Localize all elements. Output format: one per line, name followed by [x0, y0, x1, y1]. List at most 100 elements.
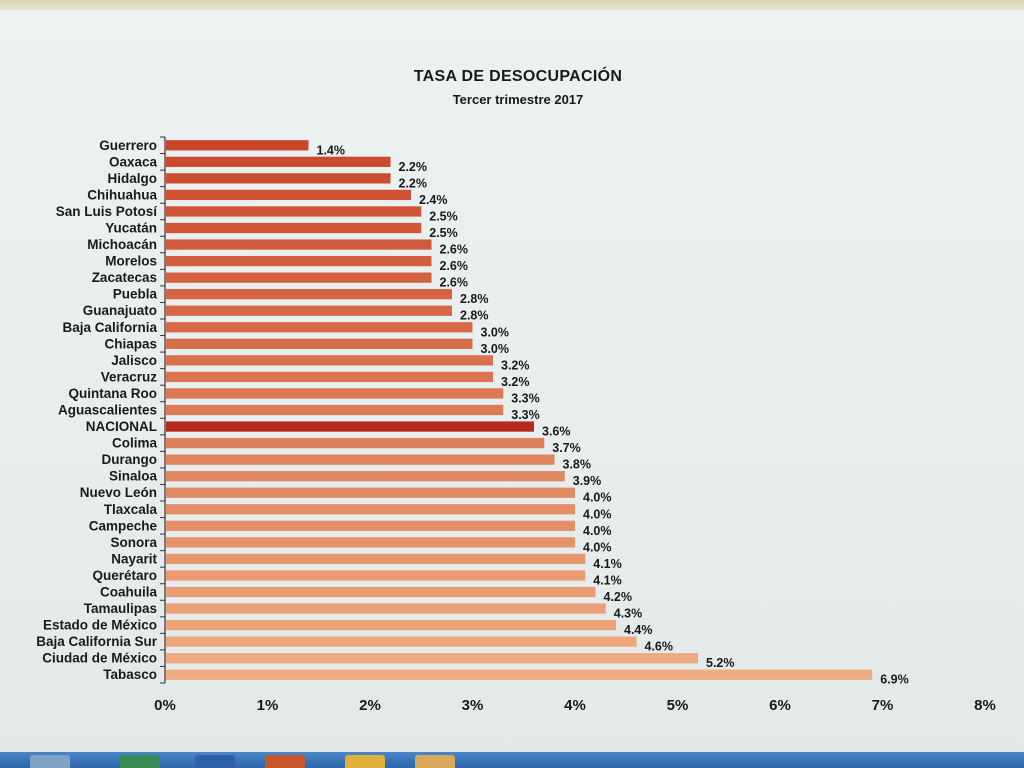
category-label: Tabasco [103, 667, 157, 682]
category-label: Querétaro [92, 568, 157, 583]
bar-querétaro [166, 570, 586, 581]
data-label: 3.9% [573, 474, 602, 488]
word-icon[interactable] [195, 755, 235, 768]
data-label: 4.0% [583, 491, 612, 505]
browser-icon[interactable] [345, 755, 385, 768]
x-tick-label: 6% [769, 697, 791, 714]
category-label: Durango [102, 452, 158, 467]
x-tick-label: 0% [154, 697, 176, 714]
bar-aguascalientes [166, 404, 504, 416]
bar-nuevo-león [166, 487, 575, 498]
data-label: 2.6% [440, 243, 469, 257]
x-tick-label: 4% [564, 697, 586, 714]
data-label: 2.2% [399, 176, 428, 190]
bar-colima [166, 437, 545, 449]
category-label: Nayarit [111, 551, 157, 566]
data-label: 1.4% [317, 143, 346, 157]
data-label: 3.0% [481, 342, 510, 356]
x-tick-label: 1% [257, 697, 279, 714]
data-label: 3.3% [511, 408, 540, 422]
chart-subtitle: Tercer trimestre 2017 [452, 92, 584, 107]
x-tick-label: 2% [359, 697, 381, 714]
data-label: 2.5% [429, 209, 458, 223]
bar-veracruz [166, 371, 493, 383]
category-label: Ciudad de México [42, 651, 157, 666]
app-icon[interactable] [415, 755, 455, 768]
category-label: Quintana Roo [69, 386, 158, 401]
data-label: 4.3% [614, 607, 643, 621]
bar-hidalgo [166, 173, 391, 184]
data-label: 4.0% [583, 507, 612, 521]
category-label: Tlaxcala [104, 502, 158, 517]
category-label: Estado de México [43, 618, 157, 633]
x-tick-label: 8% [974, 697, 996, 714]
bar-puebla [166, 289, 452, 300]
bar-tlaxcala [166, 504, 575, 515]
bar-san-luis-potosí [166, 206, 422, 217]
x-tick-label: 7% [872, 697, 894, 714]
category-label: Chiapas [104, 336, 157, 351]
category-label: Tamaulipas [84, 601, 157, 616]
excel-icon[interactable] [120, 755, 160, 768]
category-label: NACIONAL [86, 419, 157, 434]
category-label: Guerrero [99, 138, 157, 153]
category-label: Nuevo León [80, 485, 157, 500]
bar-jalisco [166, 355, 493, 366]
category-label: Baja California Sur [36, 634, 158, 649]
data-label: 2.8% [460, 292, 489, 306]
chart-title: TASA DE DESOCUPACIÓN [413, 68, 623, 85]
data-label: 4.2% [604, 590, 633, 604]
category-label: Campeche [89, 518, 158, 533]
category-label: Sonora [110, 535, 157, 550]
data-label: 4.0% [583, 540, 612, 554]
bar-coahuila [166, 586, 596, 598]
category-label: Zacatecas [92, 270, 157, 285]
data-label: 4.1% [593, 573, 622, 587]
data-label: 4.0% [583, 524, 612, 538]
bar-nayarit [166, 553, 586, 565]
category-label: Hidalgo [108, 171, 158, 186]
data-label: 5.2% [706, 656, 735, 670]
category-label: Guanajuato [83, 303, 157, 318]
category-label: Morelos [105, 254, 157, 269]
category-label: San Luis Potosí [56, 204, 159, 219]
bar-chiapas [166, 338, 473, 349]
bar-tabasco [166, 669, 873, 680]
data-label: 2.2% [399, 160, 428, 174]
category-label: Jalisco [111, 353, 157, 368]
data-label: 3.2% [501, 375, 530, 389]
x-tick-label: 5% [667, 697, 689, 714]
data-label: 3.8% [563, 458, 592, 472]
bar-morelos [166, 255, 432, 267]
bar-sinaloa [166, 471, 565, 482]
bar-baja-california-sur [166, 636, 637, 647]
data-label: 3.7% [552, 441, 581, 455]
category-label: Yucatán [105, 221, 157, 236]
bar-chihuahua [166, 189, 411, 201]
category-label: Aguascalientes [58, 403, 157, 418]
bar-guerrero [166, 140, 309, 151]
category-label: Coahuila [100, 585, 157, 600]
data-label: 4.4% [624, 623, 653, 637]
data-label: 2.6% [440, 259, 469, 273]
category-label: Michoacán [87, 237, 157, 252]
category-label: Baja California [62, 320, 157, 335]
data-label: 3.2% [501, 358, 530, 372]
bar-quintana-roo [166, 388, 504, 399]
bar-michoacán [166, 239, 432, 250]
category-label: Oaxaca [109, 154, 158, 169]
data-label: 4.1% [593, 557, 622, 571]
bar-zacatecas [166, 272, 432, 283]
bar-ciudad-de-méxico [166, 653, 698, 664]
category-label: Veracruz [101, 369, 158, 384]
powerpoint-icon[interactable] [265, 755, 305, 768]
data-label: 3.0% [481, 325, 510, 339]
category-label: Chihuahua [87, 187, 157, 202]
start-button-icon[interactable] [30, 755, 70, 768]
data-label: 4.6% [645, 640, 674, 654]
bar-sonora [166, 537, 575, 548]
data-label: 6.9% [880, 673, 909, 687]
category-label: Colima [112, 436, 158, 451]
